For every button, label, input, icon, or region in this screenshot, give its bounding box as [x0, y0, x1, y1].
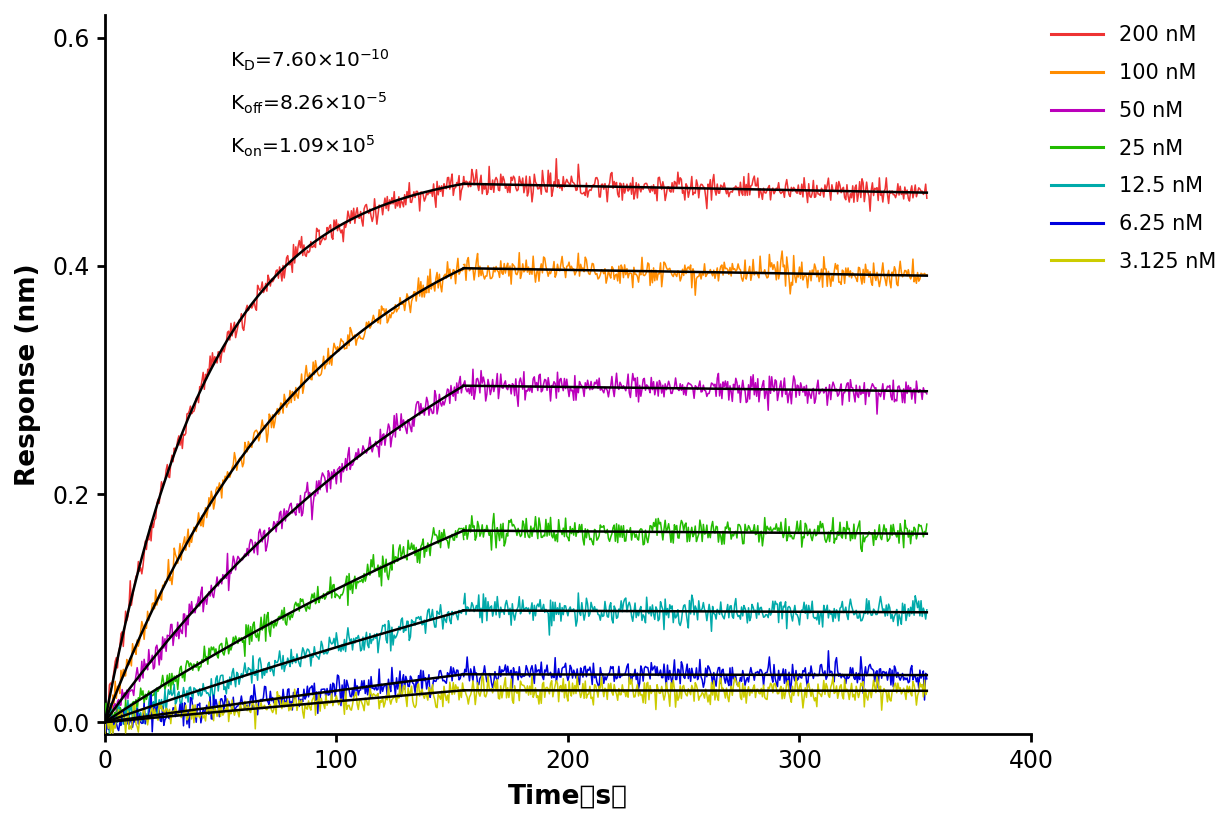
Y-axis label: Response (nm): Response (nm) [15, 263, 41, 486]
Text: K$_\mathrm{on}$=1.09×10$^{5}$: K$_\mathrm{on}$=1.09×10$^{5}$ [230, 134, 376, 158]
Legend: 200 nM, 100 nM, 50 nM, 25 nM, 12.5 nM, 6.25 nM, 3.125 nM: 200 nM, 100 nM, 50 nM, 25 nM, 12.5 nM, 6… [1051, 26, 1217, 271]
Text: K$_\mathrm{D}$=7.60×10$^{-10}$: K$_\mathrm{D}$=7.60×10$^{-10}$ [230, 47, 389, 73]
X-axis label: Time（s）: Time（s） [508, 784, 628, 810]
Text: K$_\mathrm{off}$=8.26×10$^{-5}$: K$_\mathrm{off}$=8.26×10$^{-5}$ [230, 91, 387, 116]
